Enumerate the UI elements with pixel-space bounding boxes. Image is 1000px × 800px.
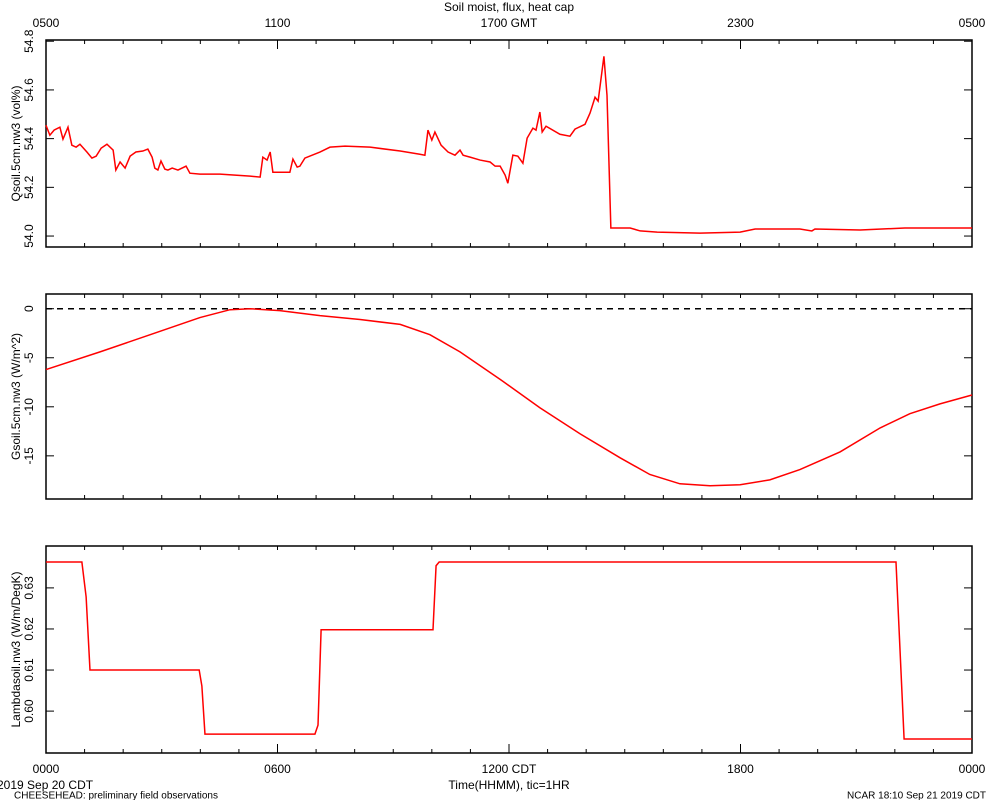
y-tick-label: 0.62 [22, 617, 36, 641]
y-tick-label: -10 [22, 398, 36, 416]
plot-frame [45, 545, 973, 754]
y-tick-label: -5 [22, 352, 36, 363]
x-tick-label: 0600 [264, 762, 291, 776]
y-tick-label: 0.61 [22, 658, 36, 682]
x-axis-label: Time(HHMM), tic=1HR [448, 778, 570, 792]
y-tick-label: 54.4 [22, 127, 36, 151]
x-tick-label: 0500 [33, 16, 60, 30]
date-label: 2019 Sep 20 CDT [0, 778, 94, 792]
y-tick-label: 54.2 [22, 175, 36, 199]
x-tick-label: 2300 [727, 16, 754, 30]
plot-frame [45, 39, 973, 248]
y-tick-label: 54.0 [22, 224, 36, 248]
x-tick-label: 1100 [265, 16, 291, 30]
footer-left: CHEESEHEAD: preliminary field observatio… [14, 791, 218, 800]
y-axis-label: Gsoil.5cm.nw3 (W/m^2) [9, 333, 23, 460]
plot-frame [45, 293, 973, 500]
y-tick-label: 54.8 [22, 29, 36, 53]
y-axis-label: Lambdasoil.nw3 (W/m/DegK) [9, 571, 23, 727]
y-tick-label: 0.63 [22, 576, 36, 600]
footer-right: NCAR 18:10 Sep 21 2019 CDT [847, 791, 986, 800]
data-line [46, 561, 972, 740]
y-tick-label: 54.6 [22, 78, 36, 102]
y-tick-label: -15 [22, 447, 36, 465]
chart-title: Soil moist, flux, heat cap [444, 0, 574, 14]
y-tick-label: 0 [22, 305, 36, 312]
x-tick-label: 0500 [959, 16, 986, 30]
data-line [45, 56, 972, 234]
y-tick-label: 0.60 [22, 699, 36, 723]
y-axis-label: Qsoil.5cm.nw3 (vol%) [9, 85, 23, 201]
x-tick-label: 0000 [959, 762, 986, 776]
x-tick-label: 1700 GMT [481, 16, 538, 30]
x-tick-label: 0000 [33, 762, 60, 776]
data-line [45, 307, 973, 487]
x-tick-label: 1200 CDT [482, 762, 537, 776]
x-tick-label: 1800 [727, 762, 754, 776]
